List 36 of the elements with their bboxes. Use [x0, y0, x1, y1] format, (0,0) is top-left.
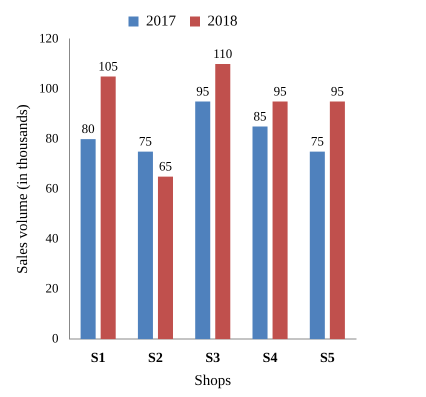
data-label: 75 [138, 133, 152, 148]
x-tick-label: S4 [262, 351, 278, 366]
data-label: 110 [213, 46, 232, 61]
x-tick-label: S3 [205, 351, 220, 366]
y-tick-label: 40 [46, 230, 58, 246]
bar [80, 139, 96, 340]
y-tick-label: 0 [52, 330, 58, 346]
y-tick-label: 60 [46, 180, 58, 196]
data-label: 65 [158, 158, 172, 174]
bar [272, 102, 288, 340]
data-label: 75 [310, 133, 324, 148]
y-tick-label: 20 [46, 280, 58, 296]
bar [138, 152, 153, 340]
bar [215, 64, 230, 340]
data-label: 95 [330, 83, 344, 98]
data-label: 80 [82, 120, 95, 136]
x-tick-label: S5 [320, 351, 335, 366]
data-label: 95 [274, 83, 287, 98]
data-label: 85 [254, 108, 267, 124]
y-tick-label: 100 [39, 80, 58, 96]
x-axis-title: Shops [194, 372, 232, 389]
data-label: 105 [98, 58, 118, 74]
bar [195, 102, 210, 340]
legend-label: 2017 [146, 13, 176, 30]
y-tick-label: 80 [46, 130, 58, 146]
bar [158, 176, 173, 340]
bar [310, 152, 325, 340]
bar [252, 126, 268, 340]
y-axis-title: Sales volume (in thousands) [14, 104, 31, 274]
legend-label: 2018 [208, 13, 238, 30]
x-tick-label: S1 [90, 351, 106, 366]
data-label: 95 [196, 83, 210, 98]
bar [100, 76, 116, 340]
x-tick-label: S2 [148, 351, 163, 366]
bar [330, 102, 345, 340]
y-tick-label: 120 [39, 30, 58, 46]
